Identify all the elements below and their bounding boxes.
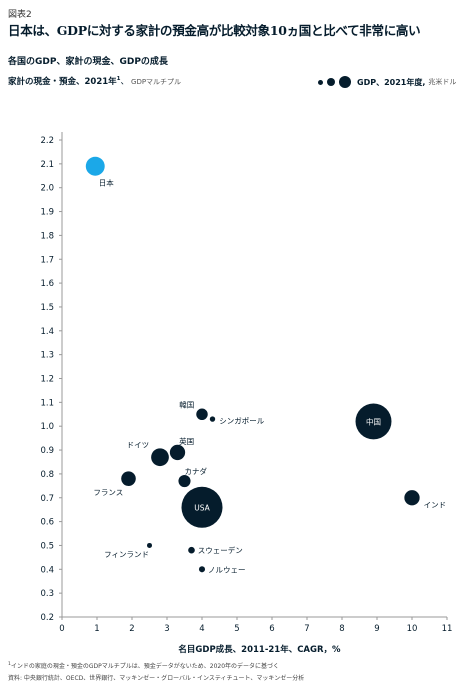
point-label: 中国 xyxy=(366,416,381,426)
bubble-point xyxy=(209,416,216,422)
y-tick-label: 2.2 xyxy=(40,136,54,146)
x-tick-label: 0 xyxy=(59,624,64,634)
y-axis-footnote-marker: 1 xyxy=(116,76,121,83)
y-axis-title-main: 家計の現金・預金、2021年 xyxy=(8,77,117,87)
y-tick-label: 0.3 xyxy=(40,589,54,599)
point-label: ノルウェー xyxy=(208,565,246,574)
axes-layer: 0.2 0.3 0.4 0.5 0.6 0.7 0.8 0.9 1.0 1.1 1.2 1.3 1.4 1… xyxy=(40,132,452,655)
bubble-point xyxy=(404,490,420,506)
footnote-marker: 1 xyxy=(8,662,11,667)
x-tick-label: 2 xyxy=(129,624,134,634)
x-tick-label: 7 xyxy=(304,624,309,634)
y-tick-label: 1.8 xyxy=(40,231,54,241)
bubble-point xyxy=(147,542,152,548)
x-tick-label: 4 xyxy=(199,624,204,634)
bubble-point xyxy=(196,408,208,421)
x-tick-label: 9 xyxy=(374,624,379,634)
point-label: 日本 xyxy=(99,178,114,188)
bubble-point xyxy=(169,444,186,461)
y-tick-label: 1.4 xyxy=(40,327,54,337)
point-label: スウェーデン xyxy=(198,545,243,555)
y-tick-label: 1.5 xyxy=(40,303,54,313)
y-tick-label: 1.6 xyxy=(40,279,54,289)
y-tick-label: 2.0 xyxy=(40,184,54,194)
y-tick-label: 1.9 xyxy=(40,208,54,218)
point-label: インド xyxy=(424,500,447,509)
y-axis-title-separator: 、 xyxy=(120,77,130,87)
y-tick-label: 1.7 xyxy=(40,255,54,265)
bubble-point xyxy=(151,448,169,467)
exhibit-label: 図表2 xyxy=(8,10,32,20)
x-tick-label: 6 xyxy=(269,624,274,634)
y-tick-label: 1.1 xyxy=(40,398,54,408)
bubble-point xyxy=(178,475,191,488)
y-tick-label: 1.2 xyxy=(40,375,54,385)
legend-dot-large xyxy=(339,76,351,88)
y-tick-label: 0.4 xyxy=(40,565,54,575)
point-label: USA xyxy=(194,503,210,512)
y-axis-title: 家計の現金・預金、2021年1、 GDPマルチプル xyxy=(8,75,181,87)
y-axis-unit: GDPマルチプル xyxy=(131,78,182,86)
y-tick-label: 0.9 xyxy=(40,446,54,456)
y-tick-label: 0.2 xyxy=(40,613,54,623)
legend-dot-medium xyxy=(327,78,335,86)
y-tick-label: 1.0 xyxy=(40,422,54,432)
y-tick-label: 2.1 xyxy=(40,160,54,170)
footnote: 1インドの家庭の現金・預金のGDPマルチプルは、預金データがないため、2020年… xyxy=(8,661,279,670)
y-tick-label: 1.3 xyxy=(40,351,54,361)
point-label: シンガポール xyxy=(219,416,264,426)
point-label: フィンランド xyxy=(104,550,149,559)
point-label: 英国 xyxy=(179,436,194,446)
source-note: 資料: 中央銀行統計、OECD、世界銀行、マッキンゼー・グローバル・インスティチ… xyxy=(8,675,305,682)
bubble-point xyxy=(85,156,105,176)
y-tick-label: 0.6 xyxy=(40,518,54,528)
x-tick-label: 10 xyxy=(407,624,418,634)
bubble-point xyxy=(198,566,206,573)
x-tick-label: 8 xyxy=(339,624,344,634)
point-label: 韓国 xyxy=(179,400,194,410)
x-axis-title: 名目GDP成長、2011-21年、CAGR，% xyxy=(178,644,341,655)
y-tick-label: 0.8 xyxy=(40,470,54,480)
bubble-point xyxy=(188,546,195,554)
y-tick-label: 0.5 xyxy=(40,541,54,551)
x-tick-label: 5 xyxy=(234,624,239,634)
bubbles-layer xyxy=(85,156,420,573)
point-label: フランス xyxy=(93,488,123,497)
bubble-point xyxy=(355,403,392,440)
bubble-point xyxy=(121,471,136,486)
bubble-size-legend: GDP、2021年度, 兆米ドル xyxy=(318,76,456,88)
x-tick-label: 1 xyxy=(94,624,99,634)
chart-headline: 日本は、GDPに対する家計の預金高が比較対象10ヵ国と比べて非常に高い xyxy=(8,23,421,38)
x-tick-label: 3 xyxy=(164,624,169,634)
legend-unit: 兆米ドル xyxy=(428,78,457,86)
bubble-point xyxy=(181,486,223,528)
point-label: カナダ xyxy=(185,466,208,476)
y-tick-label: 0.7 xyxy=(40,494,54,504)
point-label: ドイツ xyxy=(127,440,150,449)
x-tick-label: 11 xyxy=(442,624,453,634)
chart-subtitle: 各国のGDP、家計の現金、GDPの成長 xyxy=(8,57,168,67)
footnote-text: インドの家庭の現金・預金のGDPマルチプルは、預金データがないため、2020年の… xyxy=(10,663,280,670)
legend-label: GDP、2021年度, xyxy=(357,77,426,87)
legend-dot-small xyxy=(318,79,323,85)
